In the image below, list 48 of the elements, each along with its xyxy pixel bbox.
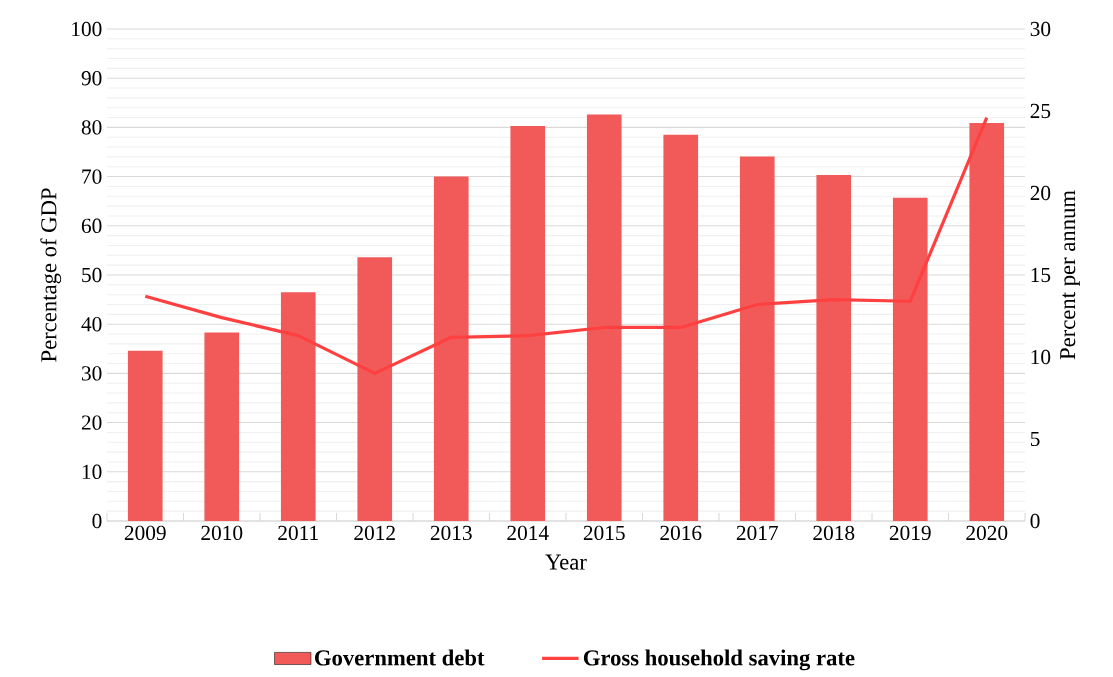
bar (433, 176, 469, 521)
x-tick-label: 2018 (813, 525, 855, 541)
bar (127, 350, 163, 521)
x-tick-label: 2012 (354, 525, 395, 541)
bar (739, 156, 775, 521)
x-tick-label: 2017 (736, 525, 778, 541)
y-tick-label: 20 (81, 415, 102, 430)
line-series (143, 115, 989, 375)
y-tick-label: 10 (82, 464, 102, 479)
x-tick-label: 2016 (660, 525, 702, 541)
legend-label: Gross household saving rate (583, 649, 855, 671)
y2-tick-label: 0 (1030, 513, 1040, 529)
y2-tick-label: 5 (1030, 431, 1040, 447)
bar (280, 292, 316, 521)
y2-tick-label: 20 (1030, 185, 1051, 201)
x-tick-label: 2020 (966, 525, 1008, 541)
y2-tick-label: 25 (1030, 103, 1051, 119)
y-tick-label: 70 (82, 169, 102, 184)
y-tick-label: 100 (72, 21, 102, 37)
x-tick-label: 2015 (583, 525, 625, 541)
y-tick-label: 40 (81, 317, 102, 332)
bar (892, 197, 928, 521)
x-tick-label: 2013 (430, 525, 472, 541)
bar (586, 114, 622, 521)
y-tick-label: 50 (82, 267, 102, 283)
y-tick-label: 80 (81, 120, 102, 135)
y2-tick-label: 10 (1031, 349, 1051, 365)
bar (204, 332, 240, 521)
y-tick-label: 90 (81, 71, 102, 86)
y2-axis-title: Percent per annum (1060, 190, 1080, 360)
x-tick-label: 2014 (507, 525, 549, 541)
x-tick-label: 2011 (278, 525, 318, 541)
x-axis-title: Year (545, 554, 587, 570)
x-tick-label: 2010 (201, 525, 243, 541)
bar (816, 175, 852, 521)
y-tick-label: 0 (92, 513, 102, 529)
bar (663, 134, 699, 521)
y2-tick-label: 15 (1031, 267, 1051, 283)
x-tick-label: 2019 (889, 525, 931, 541)
y-tick-label: 60 (81, 218, 102, 233)
bar (357, 257, 393, 521)
legend-label: Government debt (315, 649, 485, 666)
bar (510, 125, 546, 521)
y-axis-title: Percentage of GDP (40, 188, 62, 362)
y2-tick-label: 30 (1030, 21, 1051, 37)
bar (969, 122, 1005, 521)
x-tick-label: 2009 (124, 525, 166, 541)
y-tick-label: 30 (81, 366, 102, 381)
